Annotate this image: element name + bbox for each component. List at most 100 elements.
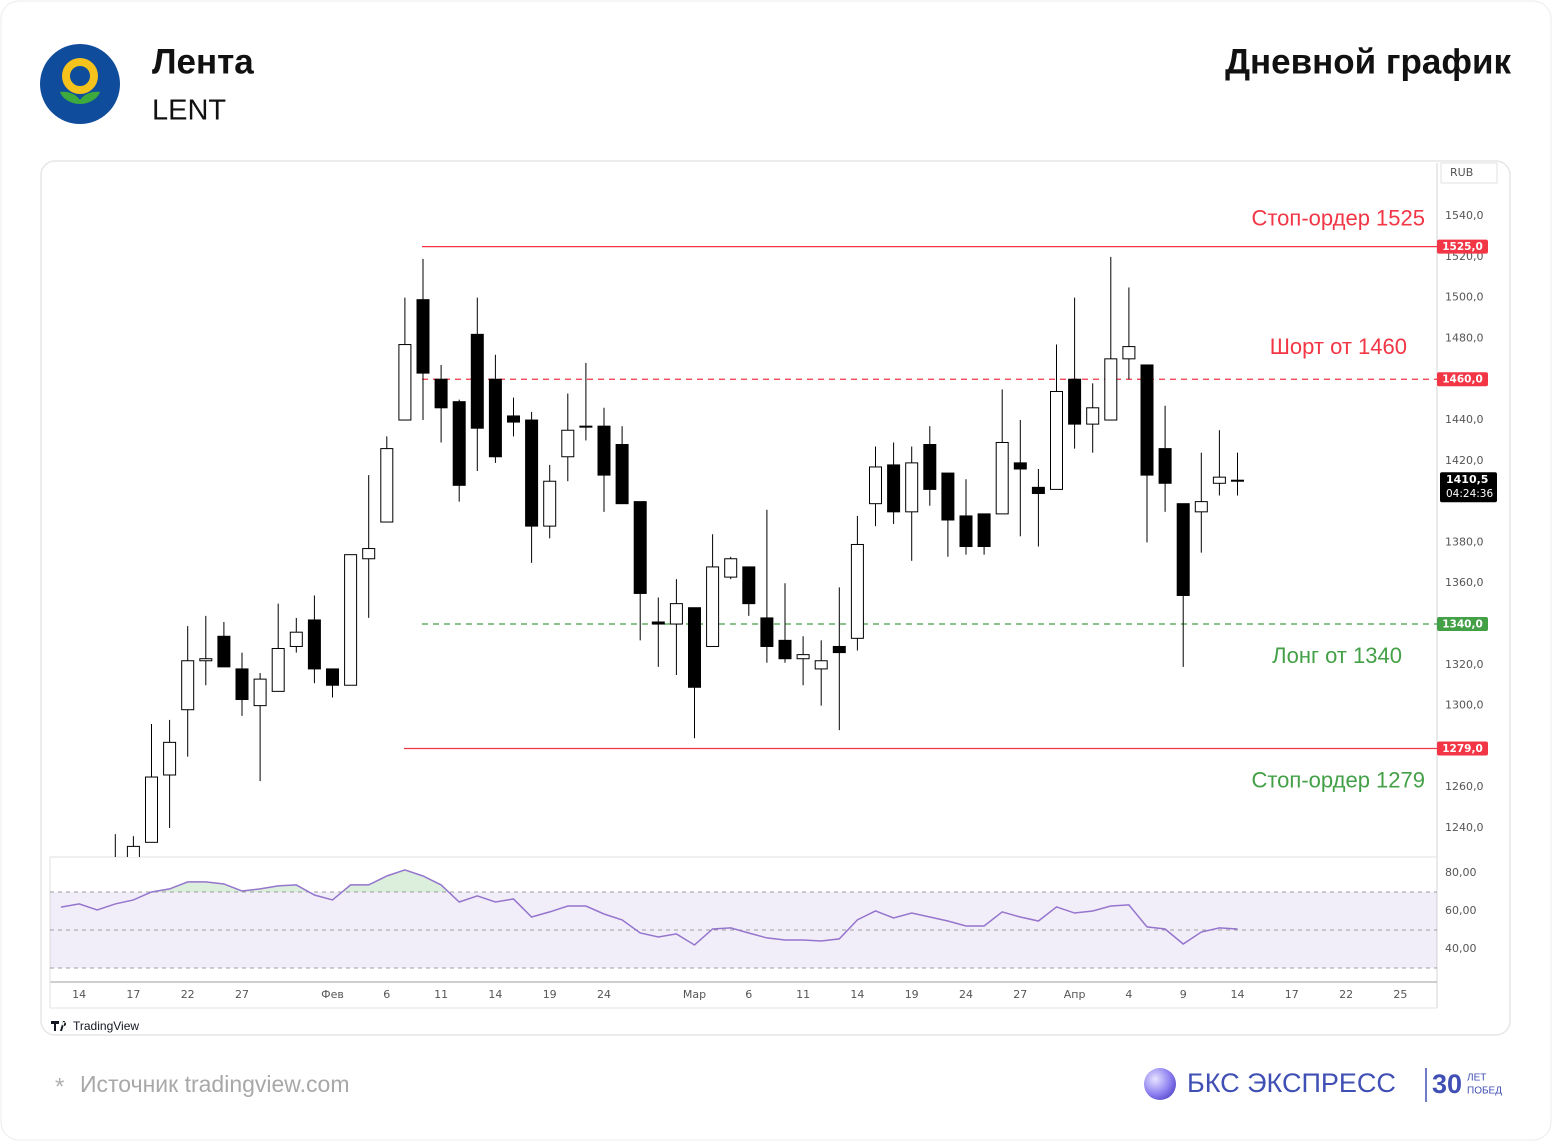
brand-years-bottom: ПОБЕД: [1467, 1086, 1502, 1097]
rsi-tick-label: 60,00: [1445, 904, 1477, 917]
candle-body: [253, 678, 267, 707]
candle-body: [362, 548, 376, 560]
candle-body: [941, 472, 955, 521]
company-logo: [40, 44, 120, 124]
x-tick-label: Мар: [683, 988, 706, 1001]
candle-body: [832, 645, 846, 654]
x-tick-label: 14: [72, 988, 86, 1001]
candle-body: [905, 462, 919, 513]
candle-body: [778, 639, 792, 660]
level-tag-label: 1340,0: [1442, 619, 1483, 631]
y-tick-label: 1380,0: [1445, 535, 1484, 548]
candle-body: [615, 444, 629, 505]
level-tag-label: 1279,0: [1442, 743, 1483, 755]
candle-body: [1231, 479, 1244, 482]
candle-body: [289, 631, 303, 647]
candle-body: [1086, 407, 1100, 425]
level-annotation: Стоп-ордер 1525: [1251, 205, 1425, 230]
x-tick-label: 22: [181, 988, 195, 1001]
candle-body: [959, 515, 973, 548]
rsi-pane: [50, 869, 1437, 969]
candle-body: [1212, 476, 1226, 484]
candle-body: [1013, 462, 1027, 470]
candle-body: [850, 543, 864, 639]
candle-body: [470, 333, 484, 429]
candle-body: [977, 513, 991, 548]
candle-body: [344, 554, 358, 686]
y-tick-label: 1440,0: [1445, 413, 1484, 426]
candle-body: [579, 425, 593, 428]
level-annotation: Шорт от 1460: [1270, 334, 1407, 359]
candle-body: [452, 401, 466, 486]
candle-body: [416, 299, 430, 374]
level-tag-label: 1460,0: [1442, 374, 1483, 386]
y-tick-label: 1300,0: [1445, 699, 1484, 712]
candle-body: [561, 429, 575, 458]
x-tick-label: 14: [850, 988, 864, 1001]
x-tick-label: 24: [597, 988, 611, 1001]
rsi-tick-label: 80,00: [1445, 866, 1477, 879]
candle-body: [1050, 390, 1063, 490]
x-tick-label: 14: [1231, 988, 1245, 1001]
x-tick-label: 6: [745, 988, 752, 1001]
candle-body: [1176, 503, 1190, 596]
x-tick-label: Фев: [321, 988, 344, 1001]
x-tick-label: 9: [1180, 988, 1187, 1001]
price-tags: 1525,0 1460,0 1340,0 1279,0 1410,5 04:24:36: [1437, 239, 1497, 756]
y-tick-label: 1420,0: [1445, 454, 1484, 467]
tradingview-logo: TradingView: [51, 1019, 139, 1033]
x-tick-label: 11: [434, 988, 448, 1001]
candle-body: [669, 603, 683, 625]
last-price-label: 1410,5: [1446, 473, 1488, 486]
candle-body: [235, 668, 249, 701]
candle-body: [814, 660, 828, 670]
level-annotation: Стоп-ордер 1279: [1251, 767, 1425, 792]
x-tick-label: 6: [383, 988, 390, 1001]
currency: RUB: [1450, 166, 1473, 179]
rsi-overbought-fill: [61, 869, 1238, 892]
candle-body: [1158, 448, 1172, 484]
candle-body: [923, 444, 937, 490]
candle-body: [488, 378, 502, 458]
level-tag: [1437, 617, 1488, 632]
candle-body: [887, 464, 901, 513]
x-tick-label: 4: [1125, 988, 1132, 1001]
chart-label: Дневной график: [1225, 42, 1511, 81]
candle-body: [199, 658, 213, 662]
candle-body: [995, 441, 1009, 515]
candle-body: [145, 776, 158, 843]
x-tick-label: 17: [126, 988, 140, 1001]
tradingview-text: TradingView: [73, 1019, 139, 1033]
x-tick-label: 25: [1393, 988, 1407, 1001]
candle-body: [1068, 378, 1082, 425]
bar-countdown: 04:24:36: [1446, 488, 1493, 500]
candle-body: [1104, 358, 1118, 421]
candle-body: [869, 466, 882, 505]
level-tag: [1437, 372, 1488, 387]
brand-years-top: ЛЕТ: [1467, 1073, 1486, 1084]
company-name: Лента: [152, 42, 254, 81]
candle-body: [434, 378, 448, 409]
brand-name: БКС ЭКСПРЕСС: [1187, 1068, 1396, 1098]
candle-body: [1194, 501, 1208, 513]
x-tick-label: Апр: [1064, 988, 1086, 1001]
last-price-tag: [1440, 472, 1497, 503]
rsi-tick-label: 40,00: [1445, 942, 1477, 955]
footnote-asterisk: *: [55, 1073, 64, 1100]
candle-body: [271, 648, 285, 692]
levels: Стоп-ордер 1525 Шорт от 1460 Лонг от 1340 С…: [404, 205, 1437, 792]
candle-body: [543, 480, 557, 527]
candle-body: [597, 425, 611, 476]
candle-body: [706, 566, 720, 647]
y-tick-label: 1360,0: [1445, 576, 1484, 589]
rsi-line: [60, 869, 1238, 946]
candles: [114, 256, 1244, 857]
brand-years: 30: [1432, 1069, 1462, 1099]
candle-body: [724, 558, 738, 578]
y-tick-label: 1320,0: [1445, 658, 1484, 671]
x-tick-label: 19: [905, 988, 919, 1001]
x-tick-label: 19: [543, 988, 557, 1001]
ticker: LENT: [152, 95, 226, 127]
